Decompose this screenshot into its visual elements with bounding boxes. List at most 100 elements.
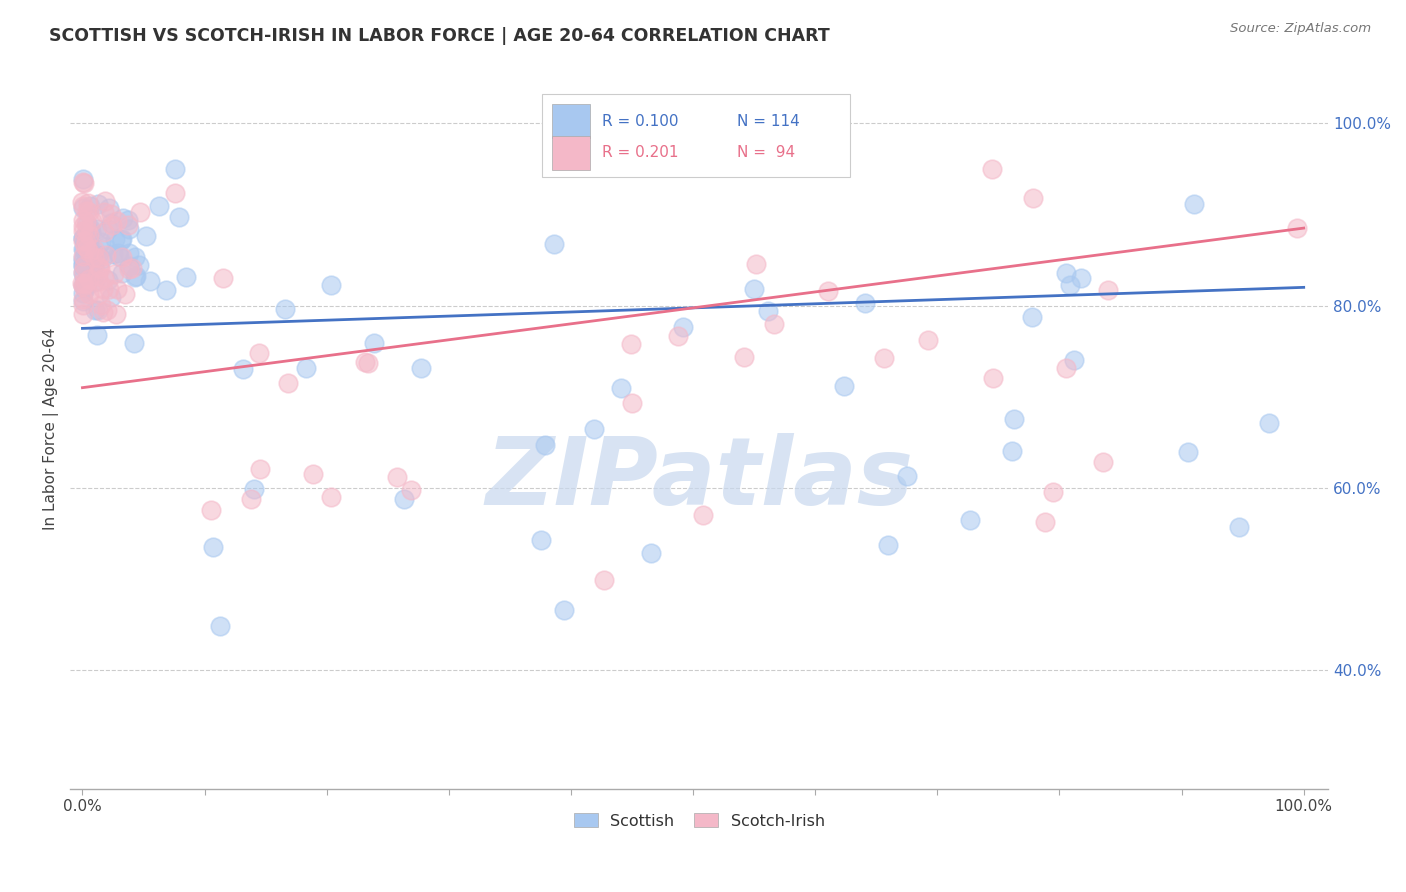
Point bbox=[124, 250, 146, 264]
Point bbox=[90, 235, 112, 249]
Point bbox=[72, 266, 94, 280]
Point bbox=[75, 277, 97, 291]
Text: Source: ZipAtlas.com: Source: ZipAtlas.com bbox=[1230, 22, 1371, 36]
Point bbox=[77, 236, 100, 251]
Point bbox=[135, 228, 157, 243]
Point bbox=[72, 219, 94, 233]
Point bbox=[76, 218, 98, 232]
Point bbox=[93, 271, 115, 285]
Point bbox=[72, 242, 94, 256]
Point bbox=[1054, 266, 1077, 280]
Point bbox=[87, 303, 110, 318]
Point bbox=[72, 265, 94, 279]
Point bbox=[89, 274, 111, 288]
Point bbox=[125, 268, 148, 283]
Point bbox=[87, 287, 110, 301]
Point bbox=[385, 470, 408, 484]
Point bbox=[959, 513, 981, 527]
Point bbox=[321, 490, 343, 504]
Point bbox=[72, 175, 94, 189]
Point bbox=[277, 376, 299, 390]
Point bbox=[75, 234, 97, 248]
Point bbox=[76, 243, 98, 257]
Point bbox=[72, 259, 94, 273]
Point bbox=[75, 275, 97, 289]
Point bbox=[872, 351, 894, 366]
Point bbox=[79, 199, 101, 213]
Text: N =  94: N = 94 bbox=[737, 145, 794, 161]
Point bbox=[98, 282, 121, 296]
Point bbox=[128, 204, 150, 219]
Point bbox=[77, 272, 100, 286]
Point bbox=[392, 491, 415, 506]
Point bbox=[97, 273, 120, 287]
Point bbox=[232, 362, 254, 376]
Point bbox=[80, 225, 103, 239]
Point bbox=[72, 278, 94, 293]
Point bbox=[1258, 416, 1281, 430]
Point bbox=[72, 286, 94, 301]
Point bbox=[399, 483, 422, 497]
Point bbox=[86, 248, 108, 262]
Point bbox=[1059, 278, 1081, 293]
Point bbox=[165, 186, 187, 201]
Point bbox=[87, 196, 110, 211]
Point bbox=[121, 261, 143, 276]
Point bbox=[72, 201, 94, 215]
Point bbox=[79, 253, 101, 268]
Point bbox=[73, 269, 96, 284]
Point bbox=[1063, 353, 1085, 368]
Point bbox=[75, 282, 97, 296]
Point bbox=[83, 248, 105, 262]
Point bbox=[72, 258, 94, 272]
Point bbox=[692, 508, 714, 522]
Point bbox=[82, 214, 104, 228]
Point bbox=[83, 275, 105, 289]
Point bbox=[582, 422, 605, 436]
Point bbox=[1022, 191, 1045, 205]
Point bbox=[243, 482, 266, 496]
Point bbox=[295, 361, 318, 376]
Point bbox=[72, 278, 94, 293]
Point bbox=[620, 396, 643, 410]
Point bbox=[105, 214, 128, 228]
Point bbox=[90, 298, 112, 312]
Point bbox=[93, 205, 115, 219]
Point bbox=[72, 195, 94, 210]
Point bbox=[83, 302, 105, 317]
Point bbox=[75, 245, 97, 260]
Point bbox=[553, 603, 575, 617]
Point bbox=[533, 438, 555, 452]
Point bbox=[72, 224, 94, 238]
Point bbox=[122, 336, 145, 351]
Point bbox=[79, 247, 101, 261]
Point bbox=[1091, 455, 1114, 469]
Point bbox=[529, 533, 551, 548]
Point bbox=[174, 269, 197, 284]
Point bbox=[72, 199, 94, 213]
Point bbox=[86, 222, 108, 236]
Point bbox=[100, 207, 122, 221]
Point bbox=[107, 246, 129, 260]
Point bbox=[742, 282, 765, 296]
Point bbox=[666, 329, 689, 343]
Point bbox=[671, 320, 693, 334]
Point bbox=[94, 240, 117, 254]
Point bbox=[72, 172, 94, 186]
Point bbox=[94, 248, 117, 262]
Point bbox=[75, 234, 97, 248]
Point bbox=[94, 194, 117, 208]
Legend: Scottish, Scotch-Irish: Scottish, Scotch-Irish bbox=[568, 806, 831, 835]
Point bbox=[834, 379, 856, 393]
Point bbox=[108, 249, 131, 263]
Point bbox=[105, 283, 128, 297]
Point bbox=[73, 258, 96, 272]
Point bbox=[117, 218, 139, 232]
Point bbox=[117, 221, 139, 235]
Point bbox=[91, 283, 114, 297]
Point bbox=[110, 233, 132, 247]
Point bbox=[117, 212, 139, 227]
Point bbox=[733, 350, 755, 364]
Point bbox=[72, 298, 94, 312]
Point bbox=[273, 302, 295, 317]
